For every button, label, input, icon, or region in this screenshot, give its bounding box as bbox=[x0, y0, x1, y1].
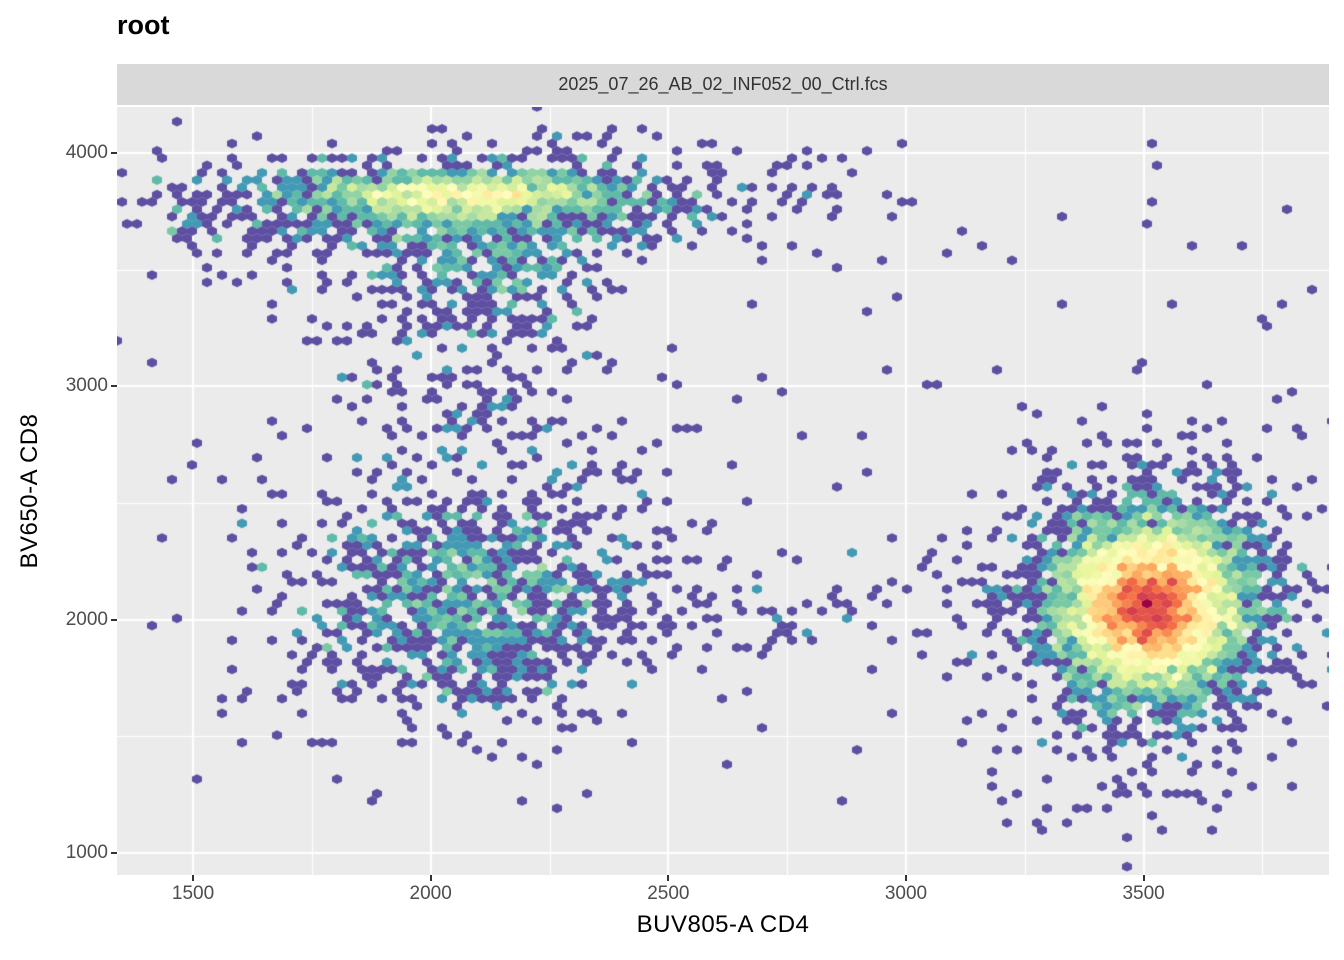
x-tick-mark bbox=[904, 875, 907, 881]
x-tick-mark bbox=[429, 875, 432, 881]
page-title: root bbox=[117, 10, 170, 40]
x-tick-label: 2000 bbox=[409, 883, 452, 904]
x-tick-mark bbox=[667, 875, 670, 881]
x-tick-label: 1500 bbox=[171, 883, 215, 904]
x-axis-title: BUV805-A CD4 bbox=[636, 911, 810, 938]
x-tick-mark bbox=[1142, 875, 1145, 881]
x-tick-mark bbox=[192, 875, 195, 881]
x-tick-label: 3500 bbox=[1122, 883, 1165, 904]
y-tick-label: 3000 bbox=[65, 375, 108, 397]
facet-strip: 2025_07_26_AB_02_INF052_00_Ctrl.fcs bbox=[117, 64, 1329, 105]
y-tick-label: 4000 bbox=[65, 141, 108, 163]
y-tick-mark bbox=[111, 851, 117, 854]
hexbin-plot-canvas bbox=[117, 107, 1329, 875]
x-tick-label: 3000 bbox=[884, 883, 928, 904]
facet-strip-label: 2025_07_26_AB_02_INF052_00_Ctrl.fcs bbox=[558, 74, 888, 94]
y-tick-mark bbox=[111, 151, 117, 154]
y-tick-label: 1000 bbox=[65, 841, 108, 863]
y-tick-mark bbox=[111, 618, 117, 621]
y-tick-mark bbox=[111, 385, 117, 388]
y-tick-label: 2000 bbox=[65, 608, 108, 630]
x-tick-label: 2500 bbox=[647, 883, 690, 904]
y-axis-title: BV650-A CD8 bbox=[16, 413, 43, 569]
